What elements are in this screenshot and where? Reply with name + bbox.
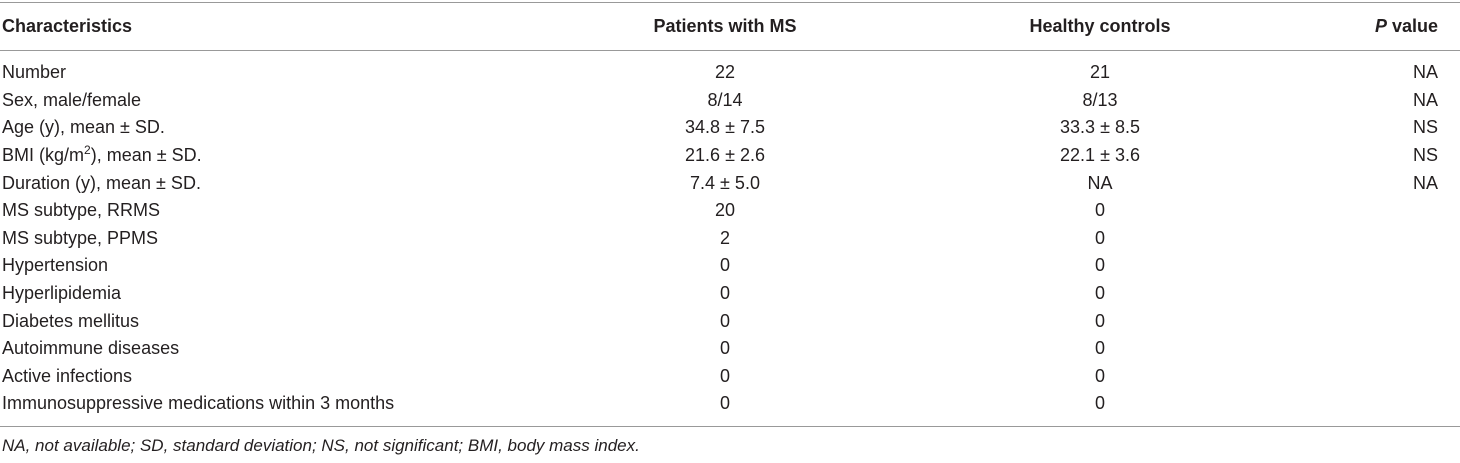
- table-cell: [1310, 307, 1460, 335]
- table-row: BMI (kg/m2), mean ± SD. 21.6 ± 2.6 22.1 ± …: [0, 142, 1460, 170]
- table-cell: [1310, 390, 1460, 426]
- table-cell: Number: [2, 62, 67, 83]
- text-run: BMI (kg/m: [2, 145, 85, 166]
- table-cell: 2: [719, 227, 730, 248]
- table-row: Diabetes mellitus 0 0: [0, 307, 1460, 335]
- table-row: Number 22 21 NA: [0, 51, 1460, 87]
- table-row: MS subtype, PPMS 2 0: [0, 225, 1460, 253]
- table-cell: 0: [719, 338, 730, 359]
- table-cell: [1310, 280, 1460, 308]
- text-run: 2: [84, 143, 91, 158]
- characteristics-table: Characteristics Patients with MS Healthy c…: [0, 2, 1460, 427]
- footnote: NA, not available; SD, standard deviatio…: [2, 435, 640, 455]
- table-cell: Duration (y), mean ± SD.: [2, 172, 201, 193]
- header-row: Characteristics Patients with MS Healthy c…: [0, 2, 1460, 51]
- table-cell: NS: [1412, 117, 1438, 138]
- table-cell: 0: [1094, 227, 1105, 248]
- table-cell: 0: [1094, 310, 1105, 331]
- table-cell: NS: [1412, 145, 1438, 166]
- table-body: Number 22 21 NA Sex, male/female 8/14 8/13 NA Ag…: [0, 51, 1460, 427]
- table-row: Hypertension 0 0: [0, 252, 1460, 280]
- table-cell: 0: [719, 393, 730, 414]
- table-cell: 0: [719, 255, 730, 276]
- table-cell: 0: [719, 310, 730, 331]
- table-cell: Hypertension: [2, 255, 109, 276]
- table-cell: BMI (kg/m2), mean ± SD.: [0, 142, 560, 170]
- table-cell: 8/14: [707, 89, 743, 110]
- table-cell: Age (y), mean ± SD.: [2, 117, 165, 138]
- table-cell: Active infections: [2, 365, 133, 386]
- table-row: Hyperlipidemia 0 0: [0, 280, 1460, 308]
- table-cell: 34.8 ± 7.5: [685, 117, 765, 138]
- table-cell: Autoimmune diseases: [2, 338, 180, 359]
- table-header: Characteristics Patients with MS Healthy c…: [0, 2, 1460, 51]
- header-cell: P value: [1310, 3, 1460, 51]
- table-cell: Immunosuppressive medications within 3 m…: [2, 393, 395, 414]
- table-cell: 0: [1094, 255, 1105, 276]
- table-cell: 33.3 ± 8.5: [1060, 117, 1140, 138]
- table-cell: 8/13: [1082, 89, 1118, 110]
- table-cell: 20: [714, 200, 736, 221]
- table-row: Age (y), mean ± SD. 34.8 ± 7.5 33.3 ± 8.5 N…: [0, 114, 1460, 142]
- table-cell: Sex, male/female: [2, 89, 142, 110]
- table-row: Immunosuppressive medications within 3 m…: [0, 390, 1460, 427]
- table-cell: [1310, 363, 1460, 391]
- table-cell: 0: [719, 365, 730, 386]
- text-run: P: [1374, 16, 1387, 36]
- text-run: value: [1386, 16, 1438, 36]
- table-cell: Hyperlipidemia: [2, 283, 122, 304]
- header-cell: Healthy controls: [1029, 16, 1171, 36]
- table-cell: 0: [719, 283, 730, 304]
- table-cell: [1310, 225, 1460, 253]
- header-cell: Patients with MS: [653, 16, 797, 36]
- table-cell: NA: [1412, 62, 1438, 83]
- table-cell: [1310, 197, 1460, 225]
- table-cell: NA: [1087, 172, 1113, 193]
- table-cell: 21: [1089, 62, 1111, 83]
- table-row: Sex, male/female 8/14 8/13 NA: [0, 87, 1460, 115]
- table-cell: 22: [714, 62, 736, 83]
- table-cell: 0: [1094, 338, 1105, 359]
- table-cell: NA: [1412, 89, 1438, 110]
- table-cell: 7.4 ± 5.0: [690, 172, 760, 193]
- text-run: ), mean ± SD.: [90, 145, 202, 166]
- table-row: Active infections 0 0: [0, 363, 1460, 391]
- table-row: Duration (y), mean ± SD. 7.4 ± 5.0 NA NA: [0, 169, 1460, 197]
- table-cell: 0: [1094, 365, 1105, 386]
- table-cell: 0: [1094, 200, 1105, 221]
- table-cell: 22.1 ± 3.6: [1060, 145, 1140, 166]
- table-cell: MS subtype, RRMS: [2, 200, 161, 221]
- table-cell: 21.6 ± 2.6: [685, 145, 765, 166]
- table-cell: MS subtype, PPMS: [2, 227, 159, 248]
- table-cell: 0: [1094, 283, 1105, 304]
- table-cell: [1310, 252, 1460, 280]
- table-cell: [1310, 335, 1460, 363]
- table-row: MS subtype, RRMS 20 0: [0, 197, 1460, 225]
- header-cell: Characteristics: [2, 16, 133, 36]
- table-cell: Diabetes mellitus: [2, 310, 140, 331]
- table-row: Autoimmune diseases 0 0: [0, 335, 1460, 363]
- table-cell: NA: [1412, 172, 1438, 193]
- table-cell: 0: [1094, 393, 1105, 414]
